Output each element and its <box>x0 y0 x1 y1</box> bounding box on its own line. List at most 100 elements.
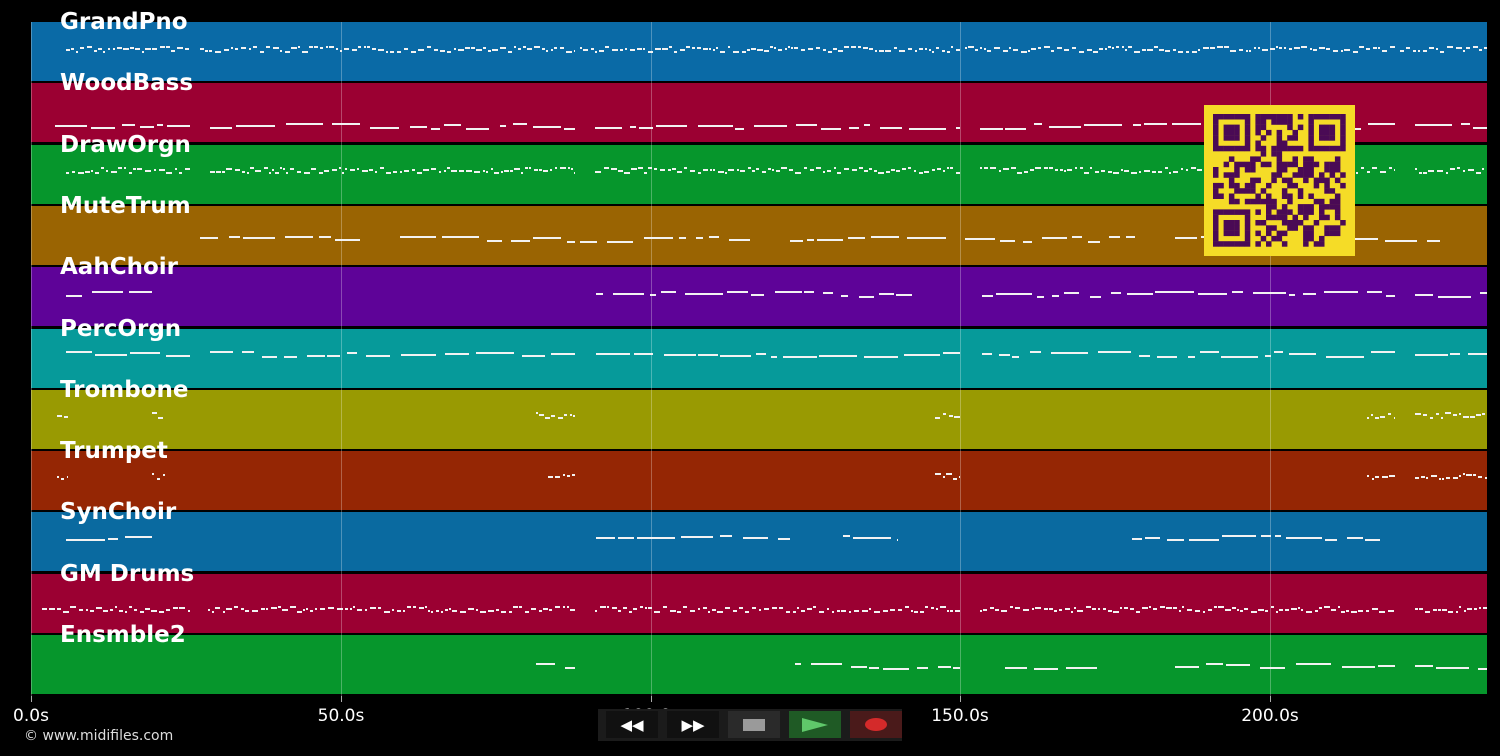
note-mark <box>291 47 297 49</box>
note-mark <box>1035 167 1041 169</box>
note-mark <box>85 171 90 173</box>
note-mark <box>1380 171 1386 173</box>
note-mark <box>816 47 820 49</box>
note-mark <box>896 294 912 296</box>
note-mark <box>510 170 513 172</box>
note-mark <box>891 169 895 171</box>
note-mark <box>1133 124 1141 126</box>
note-mark <box>709 48 711 50</box>
note-mark <box>471 47 475 49</box>
note-mark <box>950 167 953 169</box>
note-mark <box>1149 606 1151 608</box>
note-mark <box>118 167 122 169</box>
note-mark <box>848 237 865 239</box>
note-mark <box>1128 46 1132 48</box>
fast-forward-button[interactable]: ▶▶ <box>667 711 719 738</box>
note-mark <box>171 50 175 52</box>
note-mark <box>883 610 888 612</box>
note-mark <box>67 476 68 478</box>
track-lane[interactable] <box>31 512 1487 571</box>
note-mark <box>483 170 485 172</box>
track-lane[interactable] <box>31 329 1487 388</box>
note-mark <box>672 168 676 170</box>
note-mark <box>1017 172 1022 174</box>
note-mark <box>61 478 64 480</box>
note-mark <box>386 51 388 53</box>
rewind-button[interactable]: ◀◀ <box>606 711 658 738</box>
note-mark <box>793 611 796 613</box>
note-mark <box>710 169 712 171</box>
note-mark <box>378 607 381 609</box>
note-mark <box>943 352 960 354</box>
note-mark <box>942 50 945 52</box>
note-mark <box>995 609 999 611</box>
note-mark <box>166 609 170 611</box>
note-mark <box>869 48 873 50</box>
note-mark <box>403 610 405 612</box>
track-lane[interactable] <box>31 267 1487 326</box>
note-mark <box>411 51 416 53</box>
note-mark <box>631 168 637 170</box>
track-lane[interactable] <box>31 574 1487 633</box>
time-gridline <box>960 22 961 696</box>
note-mark <box>297 611 302 613</box>
note-mark <box>1400 50 1404 52</box>
note-mark <box>638 167 643 169</box>
note-mark <box>1378 47 1380 49</box>
note-mark <box>947 51 950 53</box>
track-lane[interactable] <box>31 451 1487 510</box>
note-mark <box>1341 50 1343 52</box>
note-mark <box>1158 171 1162 173</box>
note-mark <box>618 610 621 612</box>
note-mark <box>101 167 104 169</box>
note-mark <box>76 51 78 53</box>
play-icon <box>802 717 828 732</box>
note-mark <box>1222 535 1256 537</box>
note-mark <box>1436 413 1439 415</box>
note-mark <box>703 169 708 171</box>
note-mark <box>771 356 777 358</box>
note-mark <box>849 127 859 129</box>
note-mark <box>63 611 69 613</box>
note-mark <box>573 415 575 417</box>
track-lane[interactable] <box>31 635 1487 694</box>
note-mark <box>681 536 713 538</box>
note-mark <box>1060 169 1063 171</box>
stop-button[interactable] <box>728 711 780 738</box>
note-mark <box>823 292 833 294</box>
note-mark <box>1326 356 1364 358</box>
note-mark <box>66 539 105 541</box>
note-mark <box>243 237 275 239</box>
note-mark <box>904 354 940 356</box>
note-mark <box>98 48 102 50</box>
note-mark <box>624 172 630 174</box>
note-mark <box>959 476 960 478</box>
track-name: PercOrgn <box>60 316 182 342</box>
note-mark <box>1431 475 1437 477</box>
note-mark <box>1187 609 1192 611</box>
note-mark <box>549 609 552 611</box>
note-mark <box>670 610 676 612</box>
note-mark <box>513 123 527 125</box>
note-mark <box>949 415 953 417</box>
note-mark <box>874 170 877 172</box>
note-mark <box>543 608 548 610</box>
record-button[interactable] <box>850 711 902 738</box>
note-mark <box>332 123 360 125</box>
track-lane[interactable] <box>31 22 1487 81</box>
note-mark <box>1468 169 1474 171</box>
note-mark <box>1459 606 1461 608</box>
note-mark <box>925 606 928 608</box>
track-lane[interactable] <box>31 390 1487 449</box>
note-mark <box>668 169 671 171</box>
play-button[interactable] <box>789 711 841 738</box>
track-name: Ensmble2 <box>60 622 186 648</box>
note-mark <box>1276 611 1278 613</box>
note-mark <box>142 51 144 53</box>
note-mark <box>1463 170 1465 172</box>
note-mark <box>401 354 436 356</box>
note-mark <box>669 46 672 48</box>
note-mark <box>789 169 793 171</box>
track-name: WoodBass <box>60 70 194 96</box>
note-mark <box>1034 668 1058 670</box>
